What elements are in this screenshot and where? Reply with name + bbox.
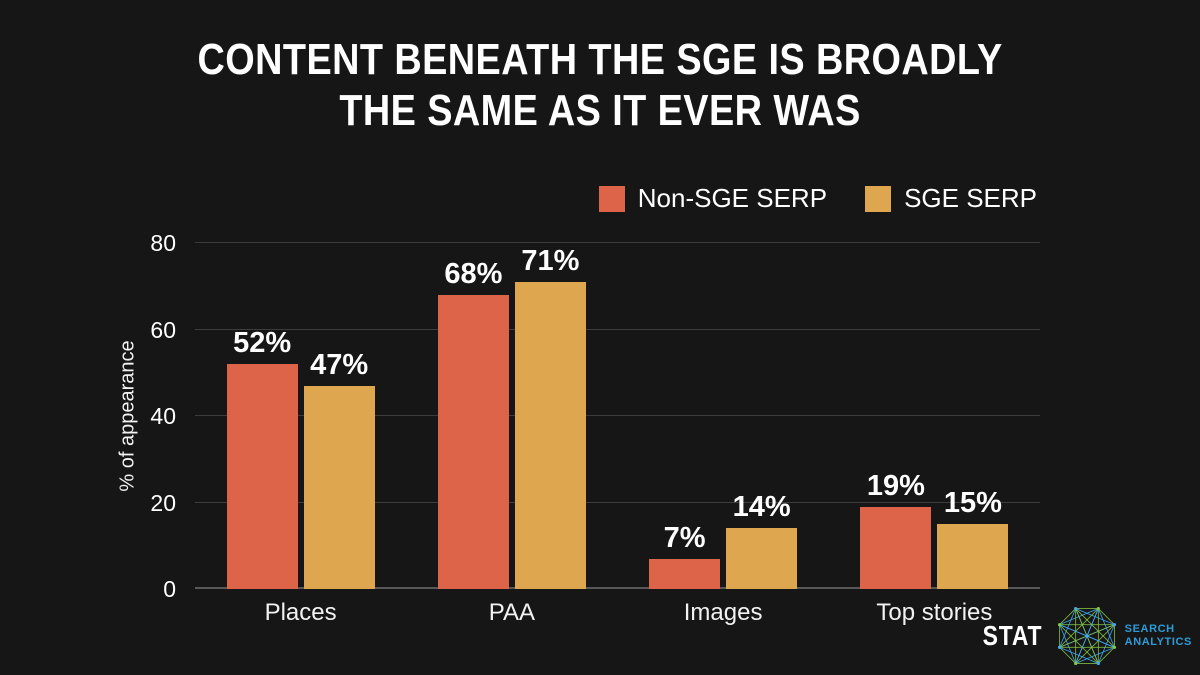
y-gridline-80 bbox=[195, 242, 1040, 243]
y-gridline-20 bbox=[195, 501, 1040, 503]
y-tick-label-0: 0 bbox=[163, 576, 176, 602]
legend: Non-SGE SERP SGE SERP bbox=[598, 183, 1037, 214]
bar-sge-serp-places bbox=[303, 385, 375, 589]
brand-tagline-line-2: ANALYTICS bbox=[1124, 636, 1192, 648]
bar-value-label: 68% bbox=[444, 257, 503, 290]
bar-sge-serp-top-stories bbox=[937, 524, 1009, 589]
category-label-images: Images bbox=[683, 599, 763, 626]
bar-non-sge-serp-top-stories bbox=[860, 506, 932, 589]
y-tick-label-60: 60 bbox=[150, 316, 176, 343]
bar-non-sge-serp-images bbox=[649, 558, 721, 589]
x-axis-line bbox=[195, 587, 1040, 589]
bar-value-label: 71% bbox=[521, 244, 580, 277]
category-label-paa: PAA bbox=[488, 599, 535, 626]
title-line-1: CONTENT BENEATH THE SGE IS BROADLY bbox=[197, 35, 1003, 84]
bar-group-paa: 68% 71% bbox=[406, 243, 617, 589]
legend-label-non-sge-serp: Non-SGE SERP bbox=[637, 183, 828, 213]
bar-column-sge-serp-paa: 71% bbox=[514, 244, 586, 589]
bar-group-places: 52% 47% bbox=[195, 243, 406, 589]
bar-value-label: 19% bbox=[866, 469, 925, 502]
x-axis-category-labels: Places PAA Images Top stories bbox=[195, 599, 1040, 627]
brand-tagline-line-1: SEARCH bbox=[1124, 623, 1175, 635]
plot-area: 0 20 40 60 80 52% 47% 68% 71% 7% 14% 19% 15% bbox=[150, 230, 1040, 602]
bar-column-non-sge-serp-images: 7% bbox=[649, 521, 721, 589]
bar-value-label: 52% bbox=[233, 327, 292, 360]
bar-sge-serp-images bbox=[726, 528, 798, 589]
y-tick-label-40: 40 bbox=[150, 403, 176, 429]
bar-sge-serp-paa bbox=[514, 281, 586, 589]
bar-value-label: 15% bbox=[943, 487, 1002, 520]
bar-non-sge-serp-paa bbox=[437, 294, 509, 589]
bar-column-non-sge-serp-places: 52% bbox=[226, 327, 298, 589]
bar-column-sge-serp-images: 14% bbox=[726, 491, 798, 589]
bar-column-non-sge-serp-paa: 68% bbox=[437, 257, 509, 589]
y-tick-label-20: 20 bbox=[150, 489, 176, 516]
bar-column-sge-serp-top-stories: 15% bbox=[937, 487, 1009, 589]
bar-value-label: 14% bbox=[732, 491, 791, 524]
legend-item-non-sge-serp: Non-SGE SERP bbox=[598, 183, 828, 214]
bar-non-sge-serp-places bbox=[226, 364, 298, 589]
bar-value-label: 7% bbox=[663, 521, 706, 554]
bar-column-non-sge-serp-top-stories: 19% bbox=[860, 469, 932, 589]
bar-groups: 52% 47% 68% 71% 7% 14% 19% 15% bbox=[195, 243, 1040, 589]
legend-label-sge-serp: SGE SERP bbox=[904, 183, 1037, 213]
bar-group-top-stories: 19% 15% bbox=[829, 243, 1040, 589]
title-line-2: THE SAME AS IT EVER WAS bbox=[339, 86, 861, 135]
bar-column-sge-serp-places: 47% bbox=[303, 348, 375, 589]
title-lines: CONTENT BENEATH THE SGE IS BROADLY THE S… bbox=[197, 34, 1002, 136]
legend-swatch-sge-serp bbox=[865, 185, 892, 212]
legend-item-sge-serp: SGE SERP bbox=[865, 183, 1037, 214]
bar-group-images: 7% 14% bbox=[618, 243, 829, 589]
brand-tagline: SEARCH ANALYTICS bbox=[1125, 623, 1192, 649]
stat-logo-text: STAT bbox=[982, 620, 1043, 651]
y-gridline-60 bbox=[195, 328, 1040, 330]
category-label-places: Places bbox=[264, 599, 337, 626]
page-title: CONTENT BENEATH THE SGE IS BROADLY THE S… bbox=[0, 34, 1200, 136]
bar-value-label: 47% bbox=[310, 348, 369, 381]
legend-swatch-non-sge-serp bbox=[598, 185, 625, 212]
brand-footer: STAT SEARCH ANALYTICS bbox=[976, 603, 1192, 669]
category-label-top-stories: Top stories bbox=[876, 599, 993, 626]
y-gridline-40 bbox=[195, 415, 1040, 416]
network-sphere-icon bbox=[1054, 603, 1120, 669]
y-tick-label-80: 80 bbox=[150, 230, 176, 256]
